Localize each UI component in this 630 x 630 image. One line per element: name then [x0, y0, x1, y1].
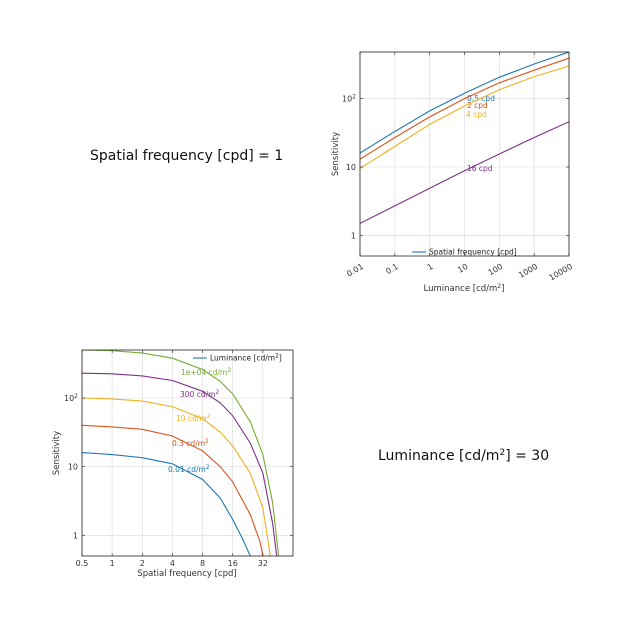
y-tick-label: 1 [73, 531, 78, 540]
x-tick-label: 10000 [547, 262, 574, 283]
series-line-0-3-cd-m2 [82, 424, 264, 556]
series-line-0-01-cd-m2 [82, 452, 251, 556]
x-tick-label: 4 [170, 559, 175, 568]
x-tick-label: 8 [200, 559, 205, 568]
series-line-1e-04-cd-m2 [82, 350, 280, 556]
series-line-300-cd-m2 [82, 372, 278, 556]
x-axis-label: Spatial frequency [cpd] [137, 569, 236, 579]
series-label: 4 cpd [466, 110, 487, 119]
luminance-readout: Luminance [cd/m2] = 30 [378, 448, 549, 464]
legend-label: Luminance [cd/m2] [210, 353, 282, 363]
x-tick-label: 100 [487, 262, 505, 277]
x-tick-label: 32 [258, 559, 268, 568]
x-tick-label: 1 [110, 559, 115, 568]
series-line-16-cpd [360, 121, 569, 224]
x-tick-label: 0.1 [384, 262, 400, 276]
series-line-10-cd-m2 [82, 397, 271, 556]
y-tick-label: 1 [351, 231, 356, 240]
plot-frame [81, 349, 294, 557]
x-tick-label: 1000 [517, 262, 539, 280]
x-tick-label: 2 [140, 559, 145, 568]
y-tick-label: 10 [346, 163, 356, 172]
y-tick-label: 10 [68, 463, 78, 472]
x-tick-label: 1 [426, 262, 435, 272]
series-label: 16 cpd [467, 164, 493, 173]
y-tick-label: 102 [342, 94, 356, 104]
x-tick-label: 0.5 [76, 559, 89, 568]
series-line-0-5-cpd [360, 52, 569, 154]
x-tick-label: 0.01 [345, 262, 365, 279]
y-tick-label: 102 [64, 393, 78, 403]
series-line-2-cpd [360, 57, 569, 160]
series-label: 0.3 cd/m2 [172, 438, 209, 448]
x-tick-label: 16 [228, 559, 238, 568]
y-axis-label: Sensitivity [52, 431, 62, 475]
series-label: 10 cd/m2 [176, 413, 211, 423]
x-tick-label: 10 [456, 262, 469, 275]
frequency-sensitivity-chart: 0.01 cd/m2 0.3 cd/m2 10 cd/m2 300 cd/m2 1e+0… [52, 349, 294, 579]
spatial-frequency-readout: Spatial frequency [cpd] = 1 [90, 148, 283, 164]
y-axis-label: Sensitivity [331, 132, 341, 176]
series-line-4-cpd [360, 65, 569, 169]
series-label: 300 cd/m2 [180, 389, 219, 399]
series-label: 2 cpd [467, 101, 488, 110]
legend-label: Spatial frequency [cpd] [429, 248, 517, 257]
series-label: 0.01 cd/m2 [168, 464, 210, 474]
x-axis-label: Luminance [cd/m2] [424, 283, 505, 294]
series-label: 1e+04 cd/m2 [181, 367, 231, 377]
